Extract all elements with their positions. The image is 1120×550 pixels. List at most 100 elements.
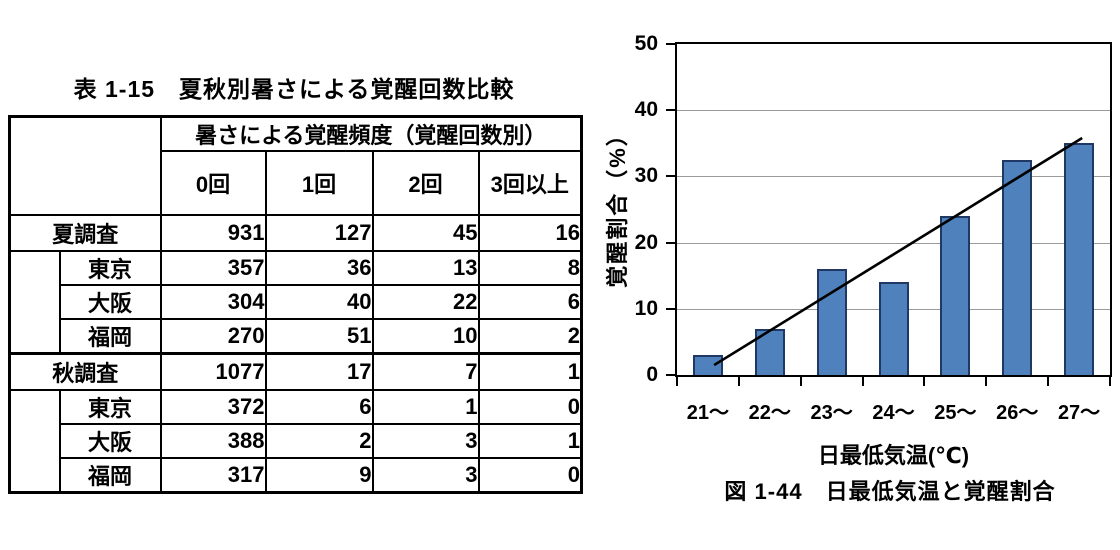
table-cell: 10 [371,318,480,355]
table-row: 福岡 270 51 10 2 [10,318,583,355]
gridline-20 [677,242,1110,244]
figure-caption: 図 1-44 日最低気温と覚醒割合 [724,479,1056,504]
table-row: 暑さによる覚醒頻度（覚醒回数別） [8,115,583,216]
table-row: 秋調査 1077 17 7 1 [8,352,583,391]
table-title: 表 1-15 夏秋別暑さによる覚醒回数比較 [73,76,515,102]
table-row: 東京 372 6 1 0 [8,388,583,493]
corner-cell [8,115,162,216]
table-cell: 22 [371,284,480,320]
table-cell: 372 [159,388,267,425]
y-tick-label-0: 0 [646,363,658,386]
table-row: 福岡 317 9 3 0 [10,456,583,493]
table-cell: 1 [371,388,480,425]
x-tick [985,377,988,386]
row-label-cell: 大阪 [58,422,162,459]
col-header-cell: 1回 [264,150,374,216]
y-tick [666,109,675,112]
row-label-cell: 秋調査 [8,352,162,391]
row-label-cell: 福岡 [58,318,162,355]
x-axis-title: 日最低気温(℃) [817,443,970,468]
x-tick [676,377,678,386]
awakening-table: 暑さによる覚醒頻度（覚醒回数別） 0回 1回 2回 3回以上 夏調査 931 1… [8,115,583,494]
table-cell: 3 [371,422,480,459]
header-span-cell: 暑さによる覚醒頻度（覚醒回数別） [159,115,583,152]
x-category-label: 24～ [872,402,915,424]
table-row: 0回 1回 2回 3回以上 [10,150,583,216]
bar-27～ [1064,143,1095,375]
y-axis-title: 覚醒割合（%） [605,122,630,288]
gridline-40 [677,110,1110,112]
table-cell: 7 [371,352,480,391]
bar-23～ [816,269,847,375]
y-tick [666,374,675,376]
y-tick-label-10: 10 [634,296,658,320]
gridline-30 [677,176,1110,178]
table-cell: 36 [264,250,374,286]
table-cell: 13 [371,250,480,286]
x-category-label: 27～ [1057,402,1101,424]
table-cell: 3 [371,456,480,493]
x-tick [923,377,926,386]
table-cell: 1077 [159,352,267,391]
table-cell: 9 [264,456,374,493]
indent-strip [8,250,61,355]
row-label-cell: 東京 [58,388,162,425]
table-row: 東京 357 36 13 8 [8,250,583,355]
x-tick [737,377,740,386]
table-cell: 17 [264,352,374,391]
table-cell: 1 [477,422,583,459]
row-label-cell: 夏調査 [8,214,162,252]
y-tick [666,307,675,310]
y-tick-label-40: 40 [634,98,658,122]
col-header-cell: 3回以上 [477,150,583,216]
table-row: 大阪 304 40 22 6 [10,284,583,320]
table-cell: 127 [264,214,374,252]
table-row: 夏調査 931 127 45 16 [8,214,583,252]
x-category-label: 25～ [934,402,977,424]
table-cell: 388 [159,422,267,459]
y-tick-label-20: 20 [634,230,658,254]
row-label-cell: 大阪 [58,284,162,320]
table-cell: 931 [159,214,267,252]
x-category-label: 23～ [810,402,853,424]
table-cell: 2 [264,422,374,459]
table-cell: 317 [159,456,267,493]
y-tick [666,241,675,244]
col-header-cell: 2回 [371,150,480,216]
indent-strip [8,388,61,493]
table-cell: 0 [477,388,583,425]
table-cell: 16 [477,214,583,252]
table-cell: 6 [264,388,374,425]
table-row: 大阪 388 2 3 1 [10,422,583,459]
table-cell: 6 [477,284,583,320]
table-cell: 357 [159,250,267,286]
bar-26～ [1002,159,1033,375]
x-tick [1109,377,1111,386]
table-cell: 1 [477,352,583,391]
table-cell: 40 [264,284,374,320]
y-tick-label-50: 50 [634,32,658,55]
x-tick [1047,377,1050,386]
bar-25～ [940,216,971,375]
table-cell: 304 [159,284,267,320]
bar-24～ [878,282,909,375]
bar-21～ [692,355,723,375]
table-cell: 51 [264,318,374,355]
row-label-cell: 東京 [58,250,162,286]
y-tick [666,175,675,178]
y-tick [666,43,675,45]
y-tick-label-30: 30 [634,164,658,188]
col-header-cell: 0回 [159,150,267,216]
x-category-label: 26～ [996,402,1039,424]
table-cell: 0 [477,456,583,493]
plot-area [675,42,1112,377]
table-cell: 45 [371,214,480,252]
x-tick [861,377,864,386]
bar-22～ [754,328,785,375]
row-label-cell: 福岡 [58,456,162,493]
x-category-label: 22～ [748,402,791,424]
table-cell: 8 [477,250,583,286]
table-cell: 270 [159,318,267,355]
x-category-label: 21～ [686,402,730,424]
